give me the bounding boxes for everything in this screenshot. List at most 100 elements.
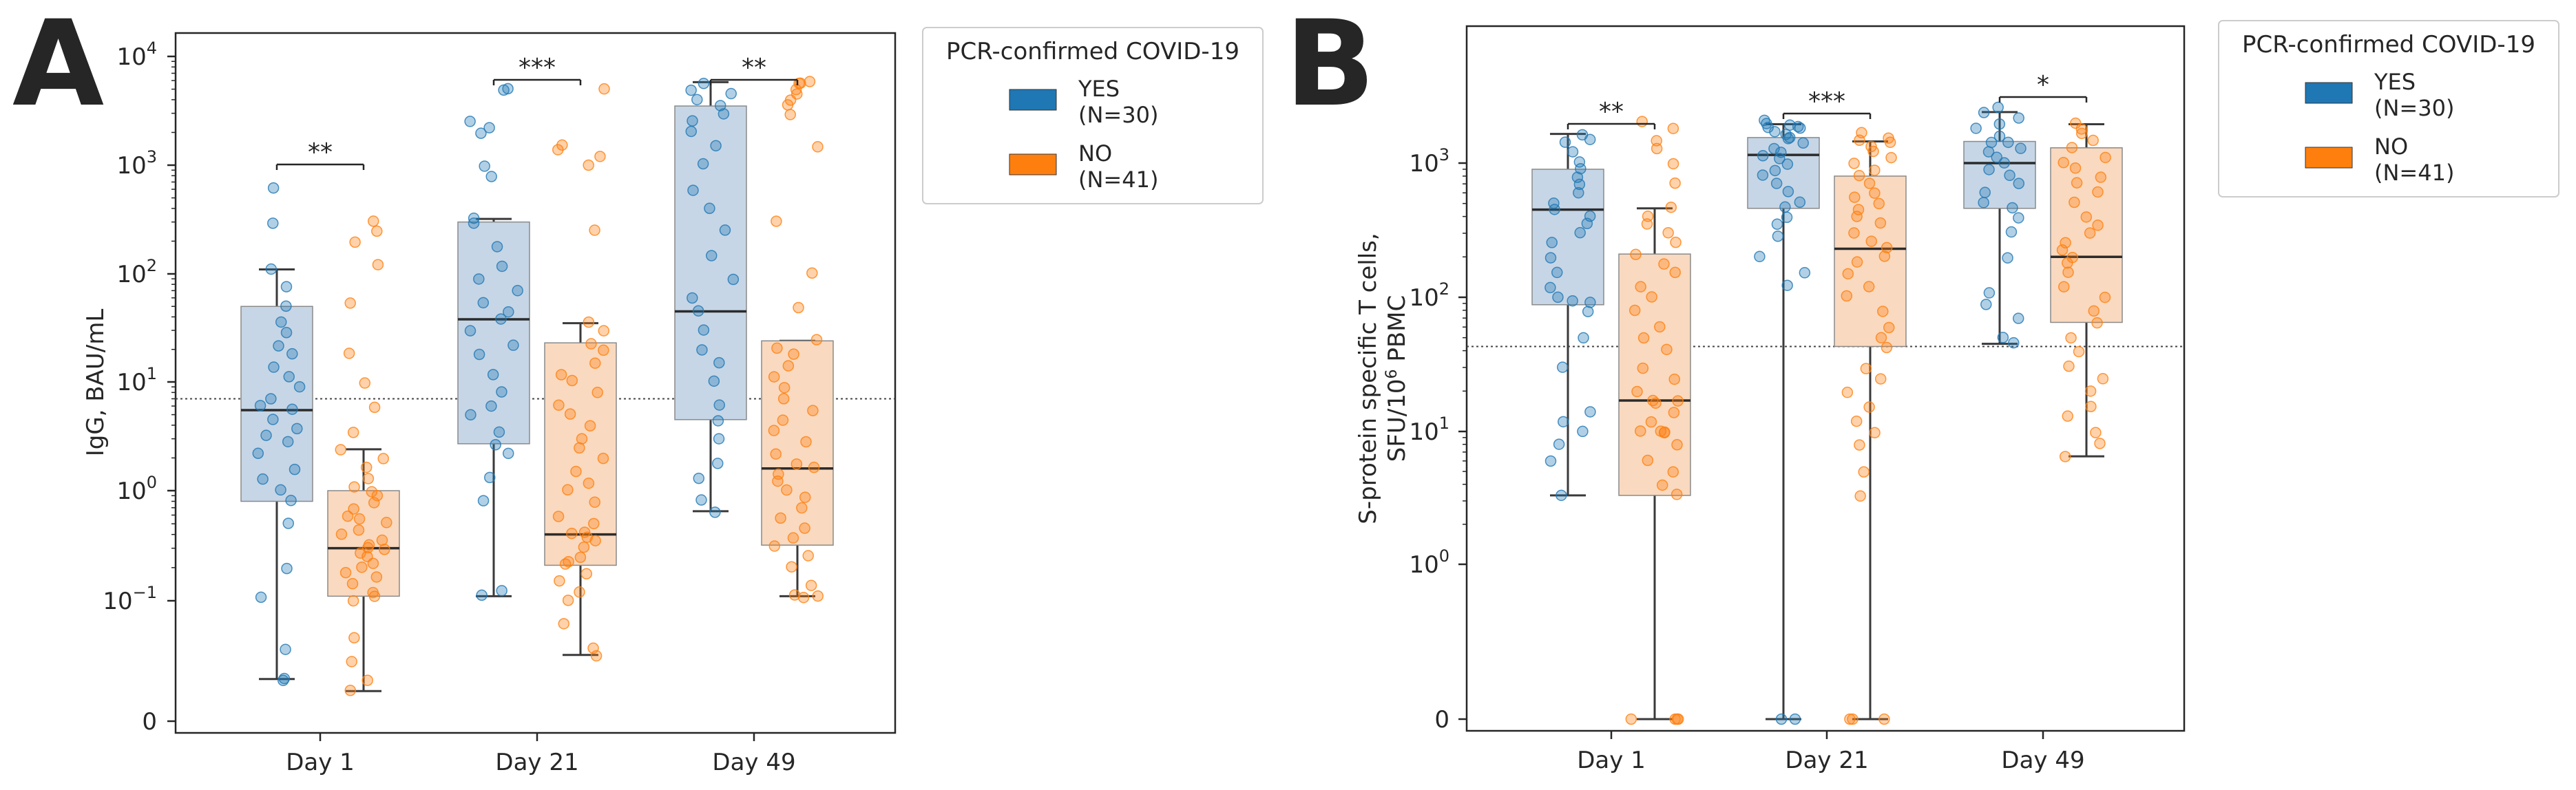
legend-b-title: PCR-confirmed COVID-19 bbox=[2242, 31, 2535, 58]
point-b-yes-0-18 bbox=[1584, 210, 1596, 222]
point-a-no-0-20 bbox=[381, 517, 392, 529]
point-a-no-1-18 bbox=[562, 484, 574, 496]
point-b-no-1-2 bbox=[1878, 713, 1890, 725]
point-a-yes-0-26 bbox=[280, 281, 293, 292]
point-a-no-2-23 bbox=[778, 382, 790, 394]
point-b-no-1-3 bbox=[1854, 490, 1866, 502]
point-a-no-2-5 bbox=[802, 550, 814, 562]
y-tick-label-b-2: 101 bbox=[1409, 414, 1449, 446]
point-b-no-0-3 bbox=[1625, 713, 1637, 725]
point-a-yes-0-4 bbox=[281, 562, 293, 575]
point-a-no-0-27 bbox=[348, 481, 360, 493]
point-b-no-2-20 bbox=[2092, 220, 2104, 231]
point-b-yes-1-16 bbox=[1757, 150, 1769, 162]
point-a-yes-1-25 bbox=[475, 127, 487, 139]
point-b-no-1-8 bbox=[1863, 401, 1875, 413]
point-b-no-1-23 bbox=[1848, 227, 1860, 239]
point-a-yes-1-27 bbox=[464, 116, 476, 127]
point-b-no-1-40 bbox=[1856, 127, 1867, 139]
point-a-yes-2-7 bbox=[708, 375, 720, 387]
point-a-yes-2-14 bbox=[706, 250, 718, 261]
point-a-yes-1-13 bbox=[464, 325, 477, 337]
point-b-yes-1-10 bbox=[1782, 186, 1794, 198]
y-tick-label-base: 0 bbox=[1434, 706, 1449, 734]
point-a-no-1-40 bbox=[598, 83, 610, 95]
point-b-yes-1-11 bbox=[1770, 178, 1783, 189]
point-b-no-1-25 bbox=[1851, 211, 1863, 222]
y-tick-label-base: 0 bbox=[142, 708, 157, 736]
y-tick-label-b-3: 102 bbox=[1409, 279, 1449, 312]
point-b-yes-2-22 bbox=[1993, 118, 2006, 130]
point-a-no-1-39 bbox=[556, 139, 568, 151]
point-a-no-2-21 bbox=[807, 405, 819, 416]
point-b-yes-2-8 bbox=[2007, 202, 2018, 214]
point-b-no-0-10 bbox=[1635, 425, 1646, 437]
point-a-no-2-16 bbox=[790, 458, 803, 470]
point-b-no-2-6 bbox=[2097, 373, 2109, 385]
point-b-no-2-29 bbox=[2066, 142, 2078, 153]
point-b-no-2-3 bbox=[2062, 410, 2074, 422]
point-a-no-0-8 bbox=[370, 571, 383, 583]
point-b-no-0-12 bbox=[1655, 425, 1667, 437]
point-b-yes-0-21 bbox=[1573, 186, 1584, 199]
point-a-no-2-11 bbox=[799, 491, 811, 503]
point-b-no-0-13 bbox=[1645, 416, 1657, 428]
point-a-no-1-28 bbox=[566, 374, 578, 387]
point-b-yes-1-1 bbox=[1789, 713, 1801, 725]
point-b-yes-1-17 bbox=[1775, 147, 1787, 158]
point-b-yes-0-27 bbox=[1559, 136, 1571, 148]
point-a-yes-0-18 bbox=[293, 381, 306, 393]
point-b-yes-2-18 bbox=[1985, 136, 1998, 149]
point-b-no-2-28 bbox=[2099, 151, 2111, 164]
point-a-yes-0-11 bbox=[282, 436, 294, 448]
point-a-yes-1-3 bbox=[483, 471, 496, 484]
point-a-no-2-12 bbox=[781, 484, 793, 496]
point-a-yes-0-25 bbox=[280, 300, 292, 312]
point-a-no-0-23 bbox=[348, 503, 359, 515]
point-b-no-0-37 bbox=[1651, 142, 1663, 155]
point-b-no-1-32 bbox=[1869, 164, 1881, 176]
point-a-no-0-36 bbox=[344, 297, 356, 309]
panel-b-y-axis-label-line1: S-protein specific T cells, bbox=[1354, 233, 1382, 524]
point-b-yes-1-7 bbox=[1781, 211, 1793, 224]
point-b-no-0-22 bbox=[1637, 332, 1650, 344]
x-tick-label-a-1: Day 21 bbox=[495, 749, 578, 776]
point-b-yes-0-4 bbox=[1558, 416, 1569, 428]
point-a-yes-0-22 bbox=[273, 340, 284, 352]
point-b-no-1-5 bbox=[1854, 439, 1865, 451]
x-tick-label-a-0: Day 1 bbox=[286, 749, 355, 776]
point-a-yes-0-29 bbox=[267, 182, 280, 194]
point-b-no-2-24 bbox=[2071, 177, 2083, 189]
y-tick-label-base: 10 bbox=[1409, 150, 1438, 178]
point-a-yes-0-27 bbox=[265, 263, 278, 275]
point-b-yes-0-2 bbox=[1553, 438, 1565, 450]
point-a-no-1-6 bbox=[580, 568, 593, 580]
point-a-yes-1-19 bbox=[496, 260, 508, 273]
point-b-yes-0-29 bbox=[1576, 129, 1589, 141]
point-a-no-0-12 bbox=[362, 551, 373, 562]
point-a-no-1-24 bbox=[584, 420, 596, 431]
point-b-no-0-17 bbox=[1647, 394, 1659, 407]
point-a-yes-2-16 bbox=[704, 202, 715, 215]
point-b-yes-1-26 bbox=[1792, 120, 1804, 133]
point-a-no-2-22 bbox=[777, 393, 790, 405]
point-a-yes-1-1 bbox=[496, 585, 507, 597]
legend-b-yes-label: YES bbox=[2374, 69, 2416, 95]
point-b-yes-2-17 bbox=[2015, 142, 2027, 154]
point-a-no-0-26 bbox=[366, 486, 378, 498]
point-a-yes-0-5 bbox=[282, 517, 295, 529]
point-a-yes-2-9 bbox=[696, 344, 708, 356]
x-tick-label-b-2: Day 49 bbox=[2001, 747, 2084, 774]
point-a-no-2-9 bbox=[775, 512, 786, 524]
point-a-no-0-32 bbox=[347, 427, 359, 438]
point-b-no-2-27 bbox=[2057, 156, 2069, 169]
point-b-no-1-0 bbox=[1844, 713, 1856, 725]
panel-b-y-axis-label-line2: SFU/106 PBMC bbox=[1383, 295, 1412, 462]
point-a-no-0-24 bbox=[368, 497, 380, 509]
point-a-no-1-25 bbox=[564, 408, 576, 420]
point-b-yes-1-0 bbox=[1775, 713, 1788, 725]
point-a-no-2-6 bbox=[768, 540, 781, 552]
point-a-no-1-13 bbox=[566, 527, 578, 540]
point-a-yes-0-19 bbox=[283, 371, 295, 383]
point-b-no-0-2 bbox=[1669, 713, 1681, 725]
